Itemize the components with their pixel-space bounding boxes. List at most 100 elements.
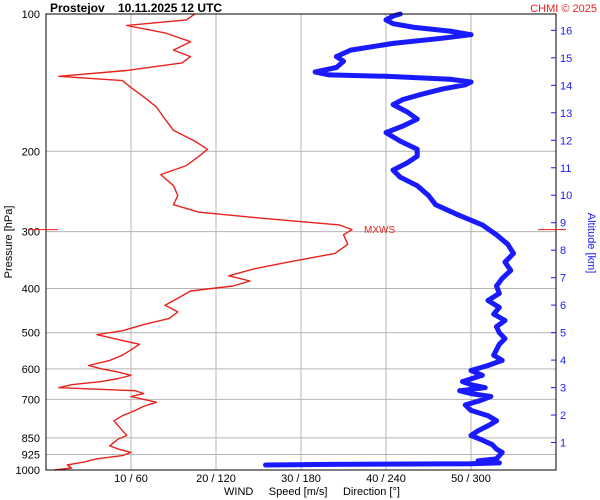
- direction-point: [494, 283, 499, 289]
- direction-point: [334, 65, 339, 70]
- direction-point: [505, 241, 511, 247]
- tick-layer: 10 / 60 20 / 120 30 / 180 40 / 240 50 / 300 1…: [16, 9, 573, 485]
- direction-point: [468, 433, 474, 438]
- altitude-tick-label: 16: [560, 25, 572, 37]
- direction-point: [494, 418, 499, 424]
- pressure-tick-label: 600: [22, 364, 40, 376]
- altitude-tick-label: 1: [560, 438, 566, 450]
- direction-point: [496, 330, 502, 336]
- x-tick-label: 20 / 120: [196, 473, 236, 485]
- direction-point: [499, 450, 505, 455]
- station-name: Prostejov: [50, 1, 105, 15]
- altitude-tick-label: 15: [560, 53, 572, 65]
- pressure-tick-label: 300: [22, 227, 40, 239]
- direction-point: [485, 363, 491, 368]
- direction-point: [400, 123, 406, 129]
- altitude-tick-label: 10: [560, 190, 572, 202]
- direction-point: [341, 58, 346, 64]
- direction-point: [494, 456, 499, 462]
- direction-point: [494, 232, 499, 238]
- direction-point: [468, 368, 474, 373]
- direction-point: [468, 461, 474, 467]
- direction-point: [462, 82, 468, 88]
- direction-point: [263, 462, 268, 468]
- direction-point: [414, 183, 420, 189]
- direction-point: [404, 109, 410, 115]
- direction-point: [479, 222, 485, 228]
- copyright: CHMI © 2025: [530, 3, 597, 15]
- altitude-tick-label: 4: [560, 355, 566, 367]
- direction-point: [494, 446, 499, 452]
- direction-point: [397, 138, 403, 144]
- altitude-tick-label: 12: [560, 135, 572, 147]
- altitude-tick-label: 7: [560, 273, 566, 285]
- y-axis-label-pressure: Pressure [hPa]: [3, 206, 15, 279]
- pressure-tick-label: 200: [22, 146, 40, 158]
- direction-point: [460, 379, 465, 384]
- direction-point: [479, 372, 485, 378]
- direction-point: [496, 453, 502, 458]
- direction-point: [491, 352, 497, 358]
- direction-point: [454, 211, 460, 217]
- pressure-tick-label: 1000: [16, 465, 40, 477]
- mxws-label: MXWS: [364, 225, 395, 236]
- pressure-tick-label: 700: [22, 394, 40, 406]
- altitude-tick-label: 2: [560, 410, 566, 422]
- direction-point: [485, 413, 491, 419]
- direction-point: [496, 291, 502, 296]
- y-axis-label-altitude: Altitude [km]: [585, 213, 597, 274]
- direction-point: [489, 442, 495, 448]
- direction-point: [482, 385, 488, 391]
- pressure-tick-label: 100: [22, 9, 40, 21]
- direction-point: [502, 318, 508, 323]
- plot-frame: [45, 13, 557, 471]
- direction-point: [326, 462, 332, 467]
- direction-point: [440, 86, 446, 92]
- direction-point: [390, 102, 396, 107]
- direction-point: [334, 54, 339, 59]
- direction-point: [383, 73, 389, 79]
- direction-point: [485, 423, 491, 429]
- direction-point: [383, 130, 389, 136]
- direction-point: [499, 358, 505, 363]
- direction-point: [447, 28, 453, 34]
- direction-point: [468, 382, 474, 388]
- x-axis-label-wind: WIND: [224, 486, 253, 498]
- series-layer: [54, 11, 516, 471]
- direction-point: [414, 116, 420, 122]
- direction-point: [491, 311, 497, 317]
- x-tick-label: 50 / 300: [451, 473, 491, 485]
- pressure-tick-label: 400: [22, 284, 40, 296]
- x-axis-label-direction: Direction [°]: [343, 486, 400, 498]
- pressure-tick-label: 925: [22, 450, 40, 462]
- direction-point: [397, 174, 403, 180]
- direction-point: [390, 41, 396, 46]
- direction-point: [468, 79, 474, 85]
- x-tick-label: 40 / 240: [366, 473, 406, 485]
- direction-point: [502, 336, 508, 341]
- direction-point: [457, 388, 463, 394]
- speed-series-line: [54, 13, 353, 471]
- direction-point: [502, 259, 508, 265]
- direction-point: [499, 276, 505, 281]
- pressure-tick-label: 850: [22, 433, 40, 445]
- altitude-tick-label: 3: [560, 383, 566, 395]
- direction-point: [479, 437, 485, 443]
- direction-point: [414, 146, 420, 152]
- direction-point: [485, 298, 491, 303]
- direction-point: [433, 202, 438, 208]
- pressure-tick-label: 500: [22, 328, 40, 340]
- direction-point: [326, 72, 332, 78]
- altitude-tick-label: 5: [560, 328, 566, 340]
- direction-point: [411, 25, 417, 30]
- direction-point: [390, 167, 396, 173]
- altitude-tick-label: 13: [560, 108, 572, 120]
- direction-point: [475, 458, 481, 464]
- x-tick-label: 10 / 60: [114, 473, 148, 485]
- direction-point: [400, 97, 406, 102]
- direction-point: [496, 341, 502, 347]
- direction-point: [468, 408, 474, 413]
- direction-point: [404, 160, 410, 166]
- altitude-tick-label: 11: [560, 163, 571, 175]
